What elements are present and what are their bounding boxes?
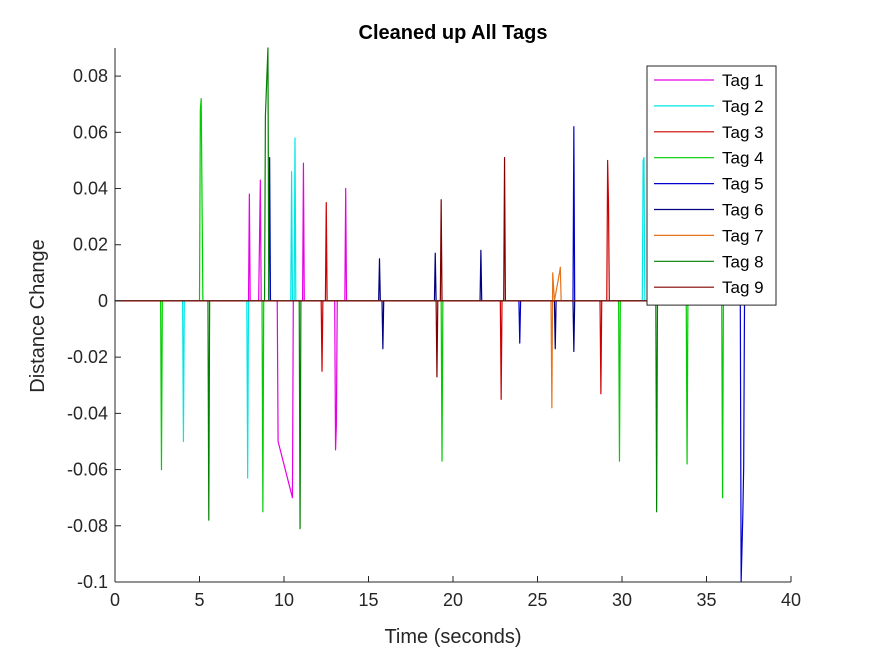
- series-line-tag-2: [115, 137, 766, 479]
- legend-label-tag-7: Tag 7: [722, 226, 764, 245]
- legend-label-tag-6: Tag 6: [722, 201, 764, 220]
- x-tick-label: 5: [194, 590, 204, 610]
- y-tick-label: -0.1: [77, 572, 108, 592]
- x-tick-label: 20: [443, 590, 463, 610]
- legend-label-tag-9: Tag 9: [722, 278, 764, 297]
- y-tick-label: -0.06: [67, 460, 108, 480]
- legend-label-tag-4: Tag 4: [722, 149, 764, 168]
- chart-title: Cleaned up All Tags: [359, 22, 548, 44]
- x-tick-label: 25: [527, 590, 547, 610]
- series-line-tag-9: [115, 157, 766, 378]
- series-line-tag-3: [115, 159, 766, 400]
- x-tick-label: 40: [781, 590, 801, 610]
- legend-label-tag-8: Tag 8: [722, 252, 764, 271]
- legend-label-tag-5: Tag 5: [722, 175, 764, 194]
- y-tick-label: 0.08: [73, 66, 108, 86]
- y-tick-label: 0.06: [73, 122, 108, 142]
- legend: Tag 1 Tag 2 Tag 3 Tag 4 Tag 5 Tag 6 Tag 7 Tag 8…: [646, 65, 777, 306]
- x-axis-label: Time (seconds): [384, 626, 521, 648]
- x-tick-label: 15: [358, 590, 378, 610]
- axes-layer: 0 5 10 15 20 25 30 35 40 -0.1 -0.08 -0.06 -0.04 -0.02…: [67, 48, 801, 610]
- y-tick-label: 0.02: [73, 235, 108, 255]
- legend-label-tag-2: Tag 2: [722, 97, 764, 116]
- series-line-tag-8: [115, 47, 766, 530]
- series-line-tag-5: [115, 126, 766, 583]
- y-axis-label: Distance Change: [27, 239, 49, 392]
- series-layer: [115, 47, 766, 583]
- x-tick-label: 30: [612, 590, 632, 610]
- x-tick-label: 0: [110, 590, 120, 610]
- x-tick-label: 35: [696, 590, 716, 610]
- y-tick-label: -0.02: [67, 347, 108, 367]
- y-tick-label: -0.08: [67, 516, 108, 536]
- y-tick-label: -0.04: [67, 403, 108, 423]
- legend-label-tag-1: Tag 1: [722, 71, 764, 90]
- x-tick-label: 10: [274, 590, 294, 610]
- legend-label-tag-3: Tag 3: [722, 123, 764, 142]
- y-tick-label: 0: [98, 291, 108, 311]
- y-tick-label: 0.04: [73, 179, 108, 199]
